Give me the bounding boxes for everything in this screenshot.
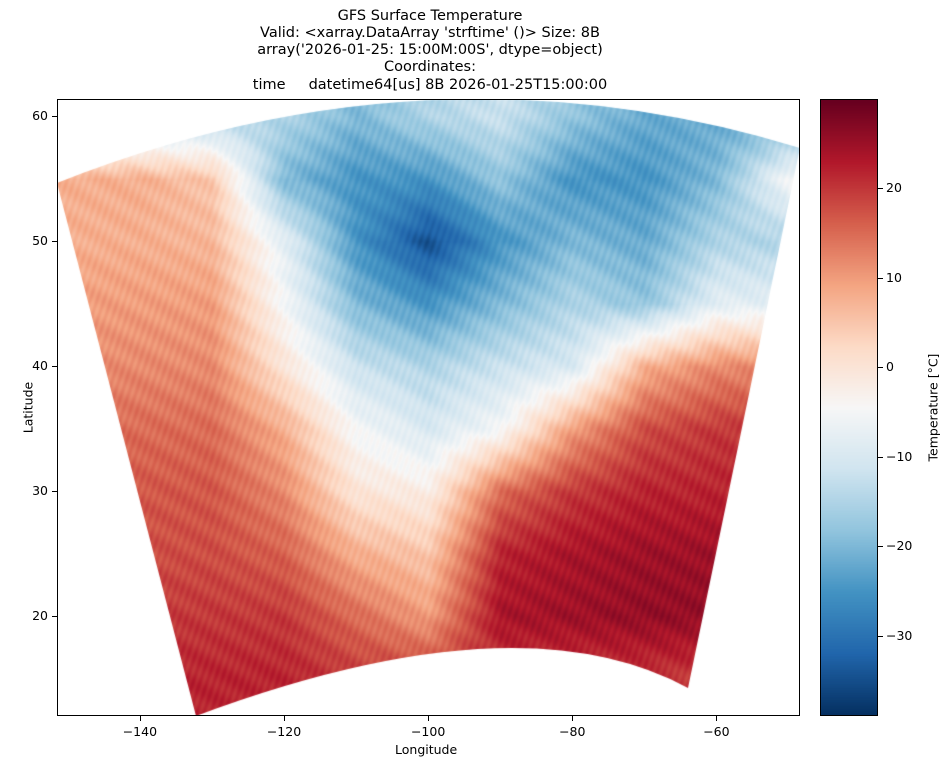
y-tick-mark [52, 116, 57, 118]
y-tick-mark [52, 616, 57, 618]
x-tick-mark [428, 716, 430, 721]
x-tick-label: −60 [703, 724, 730, 739]
colorbar-tick-mark [878, 367, 883, 369]
y-tick-label: 50 [32, 233, 48, 249]
colorbar-tick-mark [878, 277, 883, 279]
colorbar-tick-mark [878, 456, 883, 458]
x-tick-mark [716, 716, 718, 721]
y-tick-mark [52, 241, 57, 243]
colorbar-tick-label: −20 [886, 538, 913, 554]
colorbar-tick-mark [878, 546, 883, 548]
y-tick-label: 30 [32, 483, 48, 499]
colorbar [820, 99, 878, 716]
x-tick-label: −80 [559, 724, 586, 739]
colorbar-label: Temperature [°C] [925, 353, 941, 462]
colorbar-tick-label: 0 [886, 359, 894, 375]
x-tick-mark [572, 716, 574, 721]
plot-frame [57, 99, 800, 716]
y-axis-label: Latitude [20, 381, 36, 434]
colorbar-tick-label: 10 [886, 269, 902, 285]
temperature-heatmap [57, 99, 800, 716]
y-tick-label: 40 [32, 358, 48, 374]
y-tick-mark [52, 491, 57, 493]
x-tick-label: −120 [266, 724, 302, 739]
chart-title: GFS Surface Temperature [337, 8, 523, 24]
chart-subtitle-line-4: time datetime64[us] 8B 2026-01-25T15:00:… [252, 77, 608, 93]
x-axis-label: Longitude [395, 742, 458, 757]
x-tick-label: −100 [410, 724, 446, 739]
x-tick-mark [284, 716, 285, 721]
colorbar-tick-mark [878, 188, 883, 190]
colorbar-tick-label: −30 [886, 627, 913, 643]
colorbar-tick-label: 20 [886, 180, 902, 196]
y-tick-mark [52, 366, 57, 368]
chart-subtitle-line-3: Coordinates: [384, 59, 476, 75]
colorbar-tick-mark [878, 635, 883, 637]
y-tick-label: 60 [32, 108, 48, 124]
colorbar-tick-label: −10 [886, 448, 913, 464]
x-tick-mark [139, 716, 141, 721]
chart-subtitle-line-2: array('2026-01-25: 15:00M:00S', dtype=ob… [257, 42, 603, 58]
chart-subtitle-line-1: Valid: <xarray.DataArray 'strftime' ()> … [260, 25, 600, 41]
y-tick-label: 20 [32, 608, 48, 624]
x-tick-label: −140 [122, 724, 158, 739]
